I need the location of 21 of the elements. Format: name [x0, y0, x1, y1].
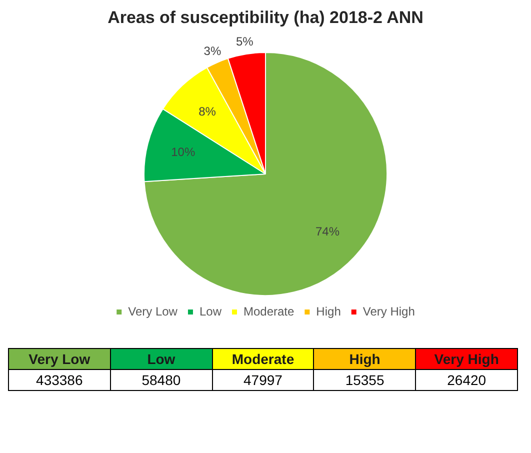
text: 433386	[8, 370, 110, 390]
data-label: 3%	[204, 44, 222, 58]
text: 58480	[110, 370, 212, 390]
legend-label: Low	[199, 304, 222, 318]
legend-label: Very High	[362, 304, 415, 318]
text: 47997	[212, 370, 314, 390]
chart-title: Areas of susceptibility (ha) 2018-2 ANN	[106, 8, 424, 28]
legend-label: High	[316, 304, 341, 318]
category-label: Very Low	[28, 351, 90, 367]
category-label: High	[349, 351, 380, 367]
text: 15355	[314, 370, 416, 390]
data-label: 10%	[171, 145, 196, 160]
category-label: Very High	[434, 351, 499, 367]
data-label: 5%	[236, 34, 254, 48]
legend-label: Very Low	[128, 304, 178, 318]
category-label: Low	[147, 351, 176, 367]
legend-label: Moderate	[243, 304, 295, 318]
text: 26420	[416, 370, 518, 390]
data-label: 74%	[315, 224, 340, 239]
data-label: 8%	[198, 104, 216, 118]
category-label: Moderate	[232, 351, 294, 367]
